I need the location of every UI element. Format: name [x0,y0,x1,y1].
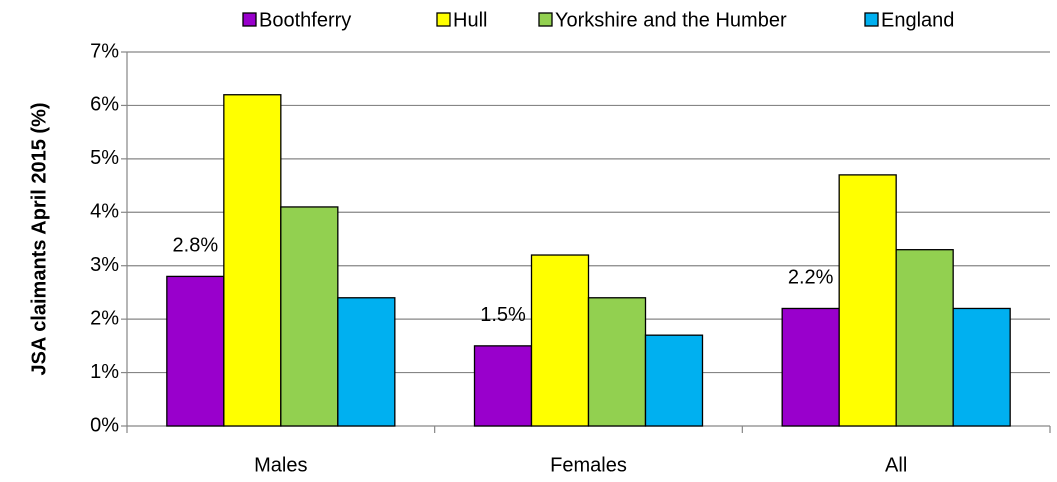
y-tick-label: 2% [90,307,119,329]
bar [473,345,533,427]
legend-swatch [436,12,451,27]
y-tick-label: 4% [90,201,119,223]
legend-swatch [538,12,553,27]
bar [223,94,282,427]
x-tick-label: All [885,454,907,476]
bar [781,307,840,427]
bar [952,307,1011,427]
bar [280,206,339,427]
bar [838,174,897,427]
y-tick-label: 1% [90,361,119,383]
data-label: 1.5% [480,304,526,326]
x-tick-label: Females [550,454,627,476]
data-label: 2.2% [788,267,834,289]
bar [587,297,647,427]
bar [166,275,225,427]
y-tick-label: 6% [90,94,119,116]
y-tick-label: 3% [90,254,119,276]
legend-label: Boothferry [259,9,351,31]
bar [337,297,396,427]
y-axis-label: JSA claimants April 2015 (%) [28,102,50,375]
x-tick-label: Males [254,454,307,476]
data-label: 2.8% [173,235,219,257]
bar [644,334,704,427]
bar [530,254,590,427]
legend-label: Yorkshire and the Humber [555,9,787,31]
bar [895,249,954,427]
legend-swatch [864,12,879,27]
legend-label: Hull [453,9,487,31]
legend-label: England [881,9,954,31]
y-tick-label: 5% [90,147,119,169]
legend-swatch [242,12,257,27]
y-tick-label: 0% [90,414,119,436]
y-tick-label: 7% [90,40,119,62]
